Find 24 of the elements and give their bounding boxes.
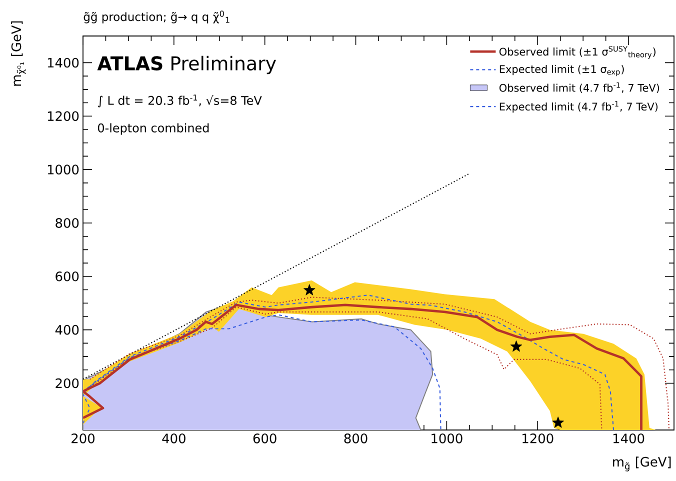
y-tick-label: 1000 (48, 164, 79, 174)
chart-title: g̃g̃ production; g̃→ q q χ̃$^{0}$1 (84, 10, 230, 24)
annotation: ATLAS Preliminary (97, 56, 276, 74)
legend-label: Expected limit (4.7 fb$^{-1}$, 7 TeV) (500, 101, 658, 113)
annotation: 0-lepton combined (98, 123, 209, 135)
legend-label: Expected limit (±1 σ$_{exp}$) (500, 64, 624, 76)
y-axis-title: m$_{χ̃⁰₁}$ [GeV] (11, 21, 26, 86)
x-tick-label: 200 (72, 434, 94, 444)
x-tick-label: 800 (344, 434, 368, 444)
y-tick-label: 1200 (48, 111, 79, 122)
x-tick-label: 1400 (613, 434, 644, 444)
y-tick-label: 600 (56, 272, 79, 282)
x-tick-label: 1000 (432, 434, 462, 444)
y-tick-label: 800 (56, 218, 79, 228)
legend-label: Observed limit (±1 σ$^{SUSY}$$_{theory}$) (499, 46, 656, 59)
annotation: ∫ L dt = 20.3 fb$^{-1}$, √s=8 TeV (98, 94, 262, 108)
x-tick-label: 600 (253, 434, 276, 444)
y-tick-label: 400 (55, 324, 79, 335)
y-tick-label: 200 (56, 378, 79, 388)
x-tick-label: 400 (162, 434, 186, 444)
legend-label: Observed limit (4.7 fb$^{-1}$, 7 TeV) (499, 82, 660, 94)
x-tick-label: 1200 (522, 434, 554, 444)
x-axis-title: m$_{g̃}$ [GeV] (613, 456, 671, 472)
y-tick-label: 1400 (48, 58, 79, 68)
